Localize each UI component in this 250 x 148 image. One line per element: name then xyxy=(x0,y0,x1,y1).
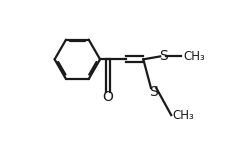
Text: CH₃: CH₃ xyxy=(173,108,195,122)
Text: S: S xyxy=(149,85,158,99)
Text: O: O xyxy=(103,90,114,104)
Text: S: S xyxy=(159,49,168,63)
Text: CH₃: CH₃ xyxy=(183,50,205,63)
